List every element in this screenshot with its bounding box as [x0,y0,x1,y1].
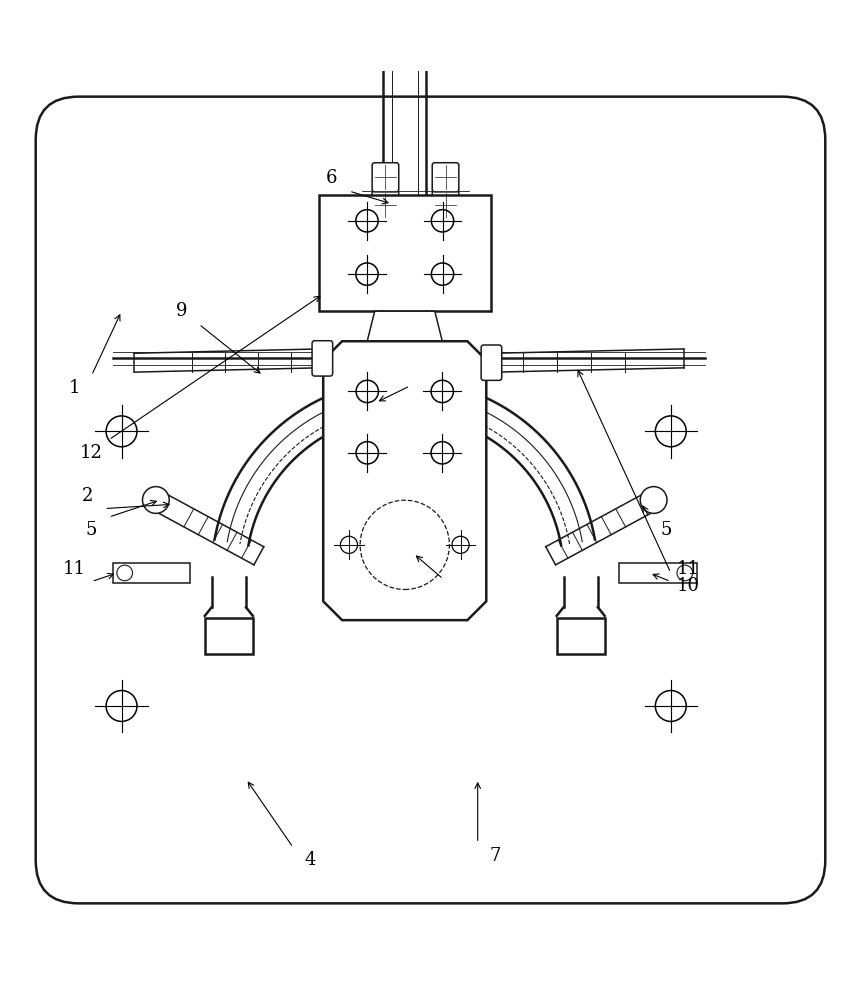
FancyBboxPatch shape [372,190,399,219]
Text: 11: 11 [63,560,86,578]
Text: 1: 1 [69,379,80,397]
Text: 2: 2 [82,487,93,505]
FancyBboxPatch shape [432,190,459,219]
Circle shape [142,487,170,513]
Text: 10: 10 [677,577,699,595]
FancyBboxPatch shape [481,345,502,380]
Circle shape [641,487,667,513]
FancyBboxPatch shape [312,341,332,376]
Bar [113,563,190,583]
Polygon shape [323,341,486,620]
Bar [619,563,697,583]
Text: 9: 9 [176,302,188,320]
Text: 6: 6 [326,169,338,187]
Polygon shape [366,311,443,346]
FancyBboxPatch shape [372,163,399,192]
Bar [557,618,604,654]
Text: 5: 5 [661,521,672,539]
Text: 7: 7 [489,847,500,865]
Text: 5: 5 [86,521,97,539]
Bar [319,195,491,311]
Text: 4: 4 [305,851,316,869]
Text: 12: 12 [80,444,103,462]
FancyBboxPatch shape [432,163,459,192]
Bar [205,618,253,654]
Text: 11: 11 [677,560,699,578]
